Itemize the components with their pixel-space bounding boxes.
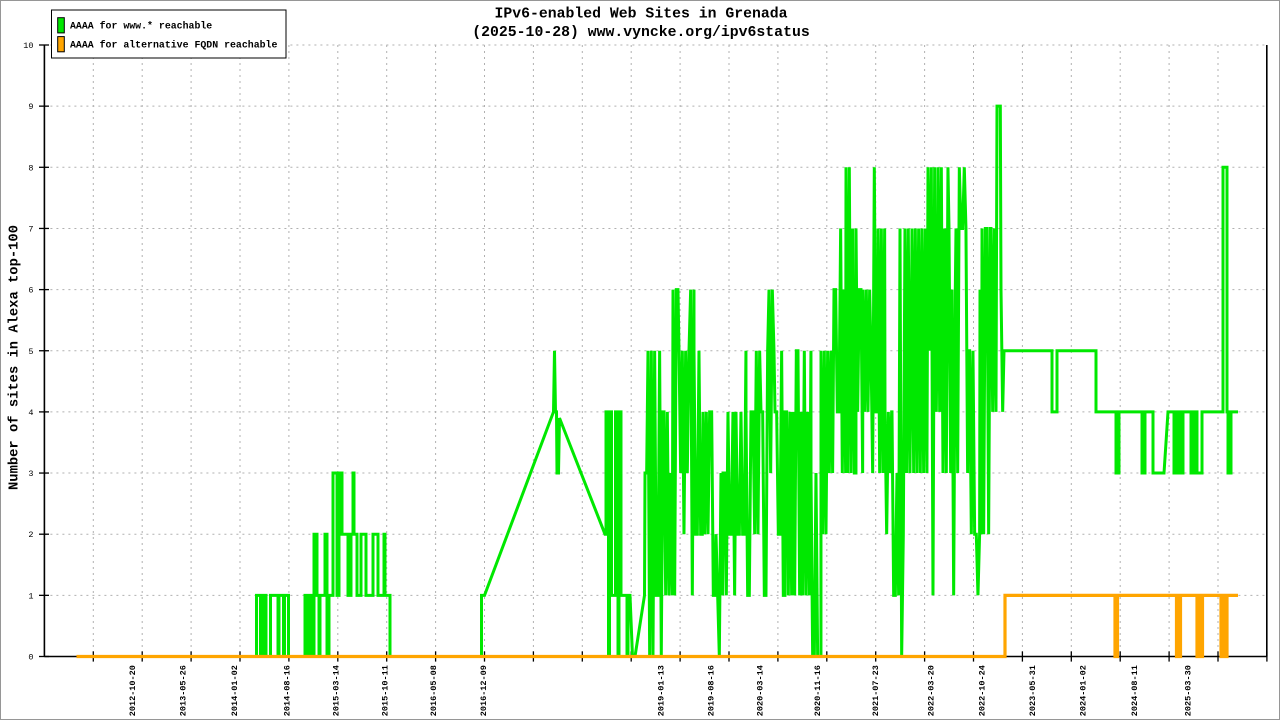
- svg-text:2015-03-14: 2015-03-14: [331, 665, 341, 716]
- svg-text:4: 4: [28, 408, 33, 418]
- svg-text:2021-07-23: 2021-07-23: [871, 665, 881, 716]
- svg-text:2013-05-26: 2013-05-26: [179, 665, 189, 716]
- svg-text:2012-10-20: 2012-10-20: [128, 665, 138, 716]
- svg-text:7: 7: [28, 224, 33, 234]
- svg-text:2014-08-16: 2014-08-16: [283, 665, 293, 716]
- svg-text:6: 6: [28, 286, 33, 296]
- svg-text:2020-11-16: 2020-11-16: [813, 665, 823, 716]
- svg-text:AAAA for alternative FQDN reac: AAAA for alternative FQDN reachable: [70, 39, 277, 50]
- svg-text:0: 0: [28, 653, 33, 663]
- svg-text:2024-01-02: 2024-01-02: [1078, 665, 1088, 716]
- svg-text:Number of sites in Alexa top-1: Number of sites in Alexa top-100: [7, 225, 23, 490]
- svg-text:5: 5: [28, 347, 33, 357]
- svg-text:2016-12-09: 2016-12-09: [479, 665, 489, 716]
- svg-text:AAAA for www.* reachable: AAAA for www.* reachable: [70, 21, 212, 32]
- svg-text:3: 3: [28, 469, 33, 479]
- svg-text:2024-08-11: 2024-08-11: [1130, 665, 1140, 716]
- svg-text:9: 9: [28, 102, 33, 112]
- svg-text:IPv6-enabled Web Sites in Gren: IPv6-enabled Web Sites in Grenada: [494, 7, 787, 23]
- svg-text:(2025-10-28) www.vyncke.org/ip: (2025-10-28) www.vyncke.org/ipv6status: [472, 25, 809, 41]
- svg-text:2015-10-11: 2015-10-11: [380, 665, 390, 716]
- svg-text:2016-05-08: 2016-05-08: [429, 665, 439, 716]
- svg-text:8: 8: [28, 163, 33, 173]
- svg-text:2020-03-14: 2020-03-14: [756, 665, 766, 716]
- svg-text:2023-05-31: 2023-05-31: [1028, 665, 1038, 716]
- svg-text:10: 10: [23, 41, 33, 51]
- svg-text:2022-03-20: 2022-03-20: [927, 665, 937, 716]
- svg-text:2014-01-02: 2014-01-02: [230, 665, 240, 716]
- svg-text:2022-10-24: 2022-10-24: [977, 665, 987, 716]
- svg-text:2: 2: [28, 530, 33, 540]
- svg-text:1: 1: [28, 591, 33, 601]
- svg-text:2019-01-13: 2019-01-13: [657, 665, 667, 716]
- svg-text:2025-03-30: 2025-03-30: [1184, 665, 1194, 716]
- svg-text:2019-08-16: 2019-08-16: [707, 665, 717, 716]
